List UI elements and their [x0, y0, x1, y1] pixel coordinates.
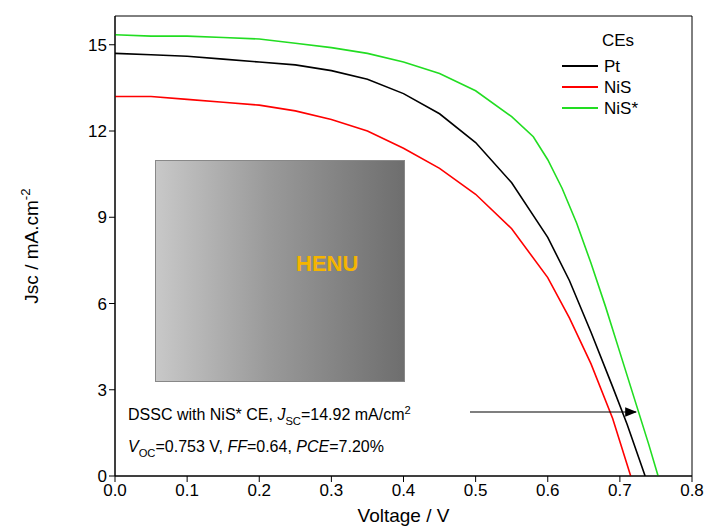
svg-text:NiS*: NiS* [604, 99, 638, 118]
svg-text:0.1: 0.1 [175, 481, 199, 500]
svg-text:9: 9 [98, 208, 107, 227]
svg-text:3: 3 [98, 381, 107, 400]
html-text:HENU: HENU [296, 251, 359, 276]
svg-text:15: 15 [88, 36, 107, 55]
svg-text:6: 6 [98, 295, 107, 314]
svg-text:0.6: 0.6 [536, 481, 560, 500]
svg-text:NiS: NiS [604, 78, 631, 97]
svg-text:0.8: 0.8 [680, 481, 704, 500]
svg-text:0.2: 0.2 [247, 481, 271, 500]
svg-text:DSSC with NiS* CE, JSC=14.92 m: DSSC with NiS* CE, JSC=14.92 mA/cm2 [128, 404, 411, 427]
svg-text:0: 0 [98, 467, 107, 486]
svg-text:12: 12 [88, 122, 107, 141]
svg-text:Pt: Pt [604, 57, 620, 76]
svg-text:CEs: CEs [602, 31, 634, 50]
svg-text:0.7: 0.7 [608, 481, 632, 500]
svg-text:0.3: 0.3 [320, 481, 344, 500]
svg-text:Jsc / mA.cm-2: Jsc / mA.cm-2 [18, 188, 42, 303]
svg-text:0.5: 0.5 [464, 481, 488, 500]
svg-text:Voltage / V: Voltage / V [358, 505, 450, 526]
svg-text:VOC=0.753 V, FF=0.64, PCE=7.2: VOC=0.753 V, FF=0.64, PCE=7.20% [128, 438, 384, 459]
svg-text:0.0: 0.0 [103, 481, 127, 501]
svg-text:0.4: 0.4 [392, 481, 416, 500]
